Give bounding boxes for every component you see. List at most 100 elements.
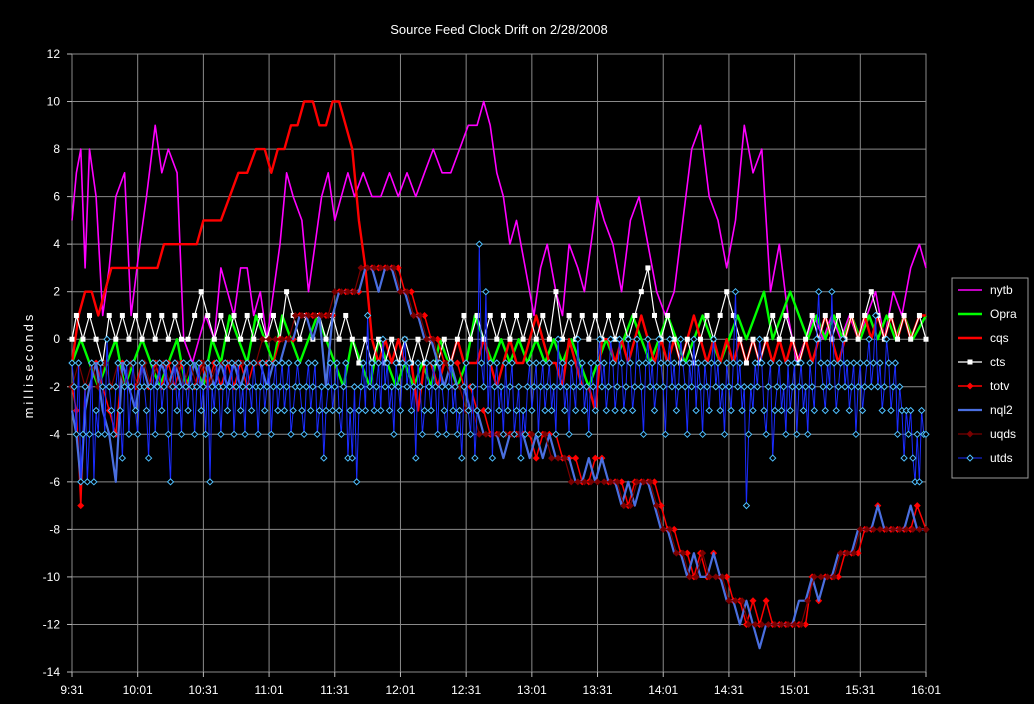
data-point bbox=[760, 406, 768, 415]
data-point bbox=[304, 359, 313, 367]
data-point bbox=[225, 383, 234, 391]
data-point bbox=[197, 406, 205, 415]
data-point bbox=[396, 406, 405, 415]
data-point bbox=[779, 383, 788, 391]
data-point bbox=[139, 336, 145, 342]
data-point bbox=[896, 383, 904, 391]
data-point bbox=[733, 383, 742, 391]
data-point bbox=[683, 549, 691, 557]
data-point bbox=[87, 312, 93, 318]
series-nytb bbox=[71, 100, 927, 364]
data-point bbox=[257, 312, 263, 318]
data-point bbox=[171, 359, 179, 367]
legend-label: nytb bbox=[990, 283, 1013, 297]
x-tick-label: 14:01 bbox=[648, 683, 678, 697]
data-point bbox=[808, 383, 816, 391]
data-point bbox=[769, 454, 777, 462]
data-point bbox=[655, 335, 663, 343]
data-point bbox=[576, 383, 584, 391]
x-tick-label: 10:31 bbox=[188, 683, 218, 697]
data-point bbox=[466, 430, 475, 439]
x-tick-label: 13:01 bbox=[517, 683, 547, 697]
data-point bbox=[727, 406, 735, 415]
data-point bbox=[613, 383, 621, 391]
data-point bbox=[486, 359, 494, 367]
data-point bbox=[210, 406, 219, 415]
data-point bbox=[318, 311, 326, 319]
data-point bbox=[895, 336, 901, 342]
data-point bbox=[854, 549, 862, 557]
data-point bbox=[966, 430, 974, 438]
data-point bbox=[348, 454, 356, 462]
data-point bbox=[109, 430, 118, 439]
data-point bbox=[591, 454, 599, 462]
data-point bbox=[580, 406, 589, 415]
data-point bbox=[687, 383, 696, 391]
data-point bbox=[144, 454, 153, 462]
data-point bbox=[372, 383, 381, 391]
data-point bbox=[801, 383, 810, 391]
data-point bbox=[337, 288, 345, 296]
data-point bbox=[690, 335, 698, 343]
data-point bbox=[186, 359, 194, 367]
data-point bbox=[613, 478, 621, 486]
data-point bbox=[185, 336, 191, 342]
data-point bbox=[967, 359, 973, 365]
data-point bbox=[858, 406, 867, 415]
data-point bbox=[449, 406, 457, 415]
data-point bbox=[155, 359, 164, 367]
data-point bbox=[245, 383, 254, 391]
data-point bbox=[863, 359, 871, 367]
x-tick-label: 12:01 bbox=[385, 683, 415, 697]
data-point bbox=[909, 525, 917, 533]
data-point bbox=[461, 312, 467, 318]
data-point bbox=[512, 406, 521, 415]
data-point bbox=[611, 406, 619, 415]
data-point bbox=[966, 382, 974, 390]
data-point bbox=[364, 264, 372, 272]
data-point bbox=[533, 336, 539, 342]
data-point bbox=[738, 597, 746, 605]
data-point bbox=[414, 359, 422, 367]
data-point bbox=[475, 430, 483, 438]
data-point bbox=[179, 359, 188, 367]
data-point bbox=[592, 312, 598, 318]
data-point bbox=[809, 312, 815, 318]
data-point bbox=[666, 335, 674, 343]
legend-label: cqs bbox=[990, 331, 1009, 345]
data-point bbox=[494, 336, 500, 342]
data-point bbox=[714, 359, 722, 367]
data-point bbox=[93, 336, 99, 342]
data-point bbox=[659, 525, 667, 533]
data-point bbox=[510, 430, 519, 439]
data-point bbox=[313, 430, 321, 439]
data-point bbox=[744, 430, 753, 439]
data-point bbox=[755, 335, 764, 343]
data-point bbox=[126, 336, 132, 342]
data-point bbox=[699, 549, 707, 557]
data-point bbox=[440, 406, 448, 415]
data-point bbox=[77, 478, 85, 486]
data-point bbox=[672, 406, 681, 415]
data-point bbox=[737, 336, 743, 342]
data-point bbox=[773, 383, 781, 391]
data-point bbox=[190, 430, 199, 439]
data-point bbox=[684, 336, 690, 342]
data-point bbox=[477, 359, 486, 367]
data-point bbox=[291, 311, 299, 319]
data-point bbox=[390, 264, 398, 272]
data-point bbox=[192, 312, 198, 318]
data-point bbox=[854, 383, 862, 391]
axes: 12 10 8 6 4 2 0 -2 -4 -6 -8 -10 -12 -14 9:31 10:01 10:31… bbox=[43, 47, 942, 697]
data-point bbox=[653, 502, 661, 510]
data-point bbox=[473, 406, 481, 415]
data-point bbox=[832, 406, 840, 415]
data-point bbox=[333, 359, 341, 367]
data-point bbox=[344, 288, 352, 296]
data-point bbox=[69, 336, 75, 342]
data-point bbox=[596, 335, 604, 343]
data-point bbox=[645, 265, 651, 271]
data-point bbox=[823, 573, 831, 581]
data-point bbox=[650, 478, 658, 486]
